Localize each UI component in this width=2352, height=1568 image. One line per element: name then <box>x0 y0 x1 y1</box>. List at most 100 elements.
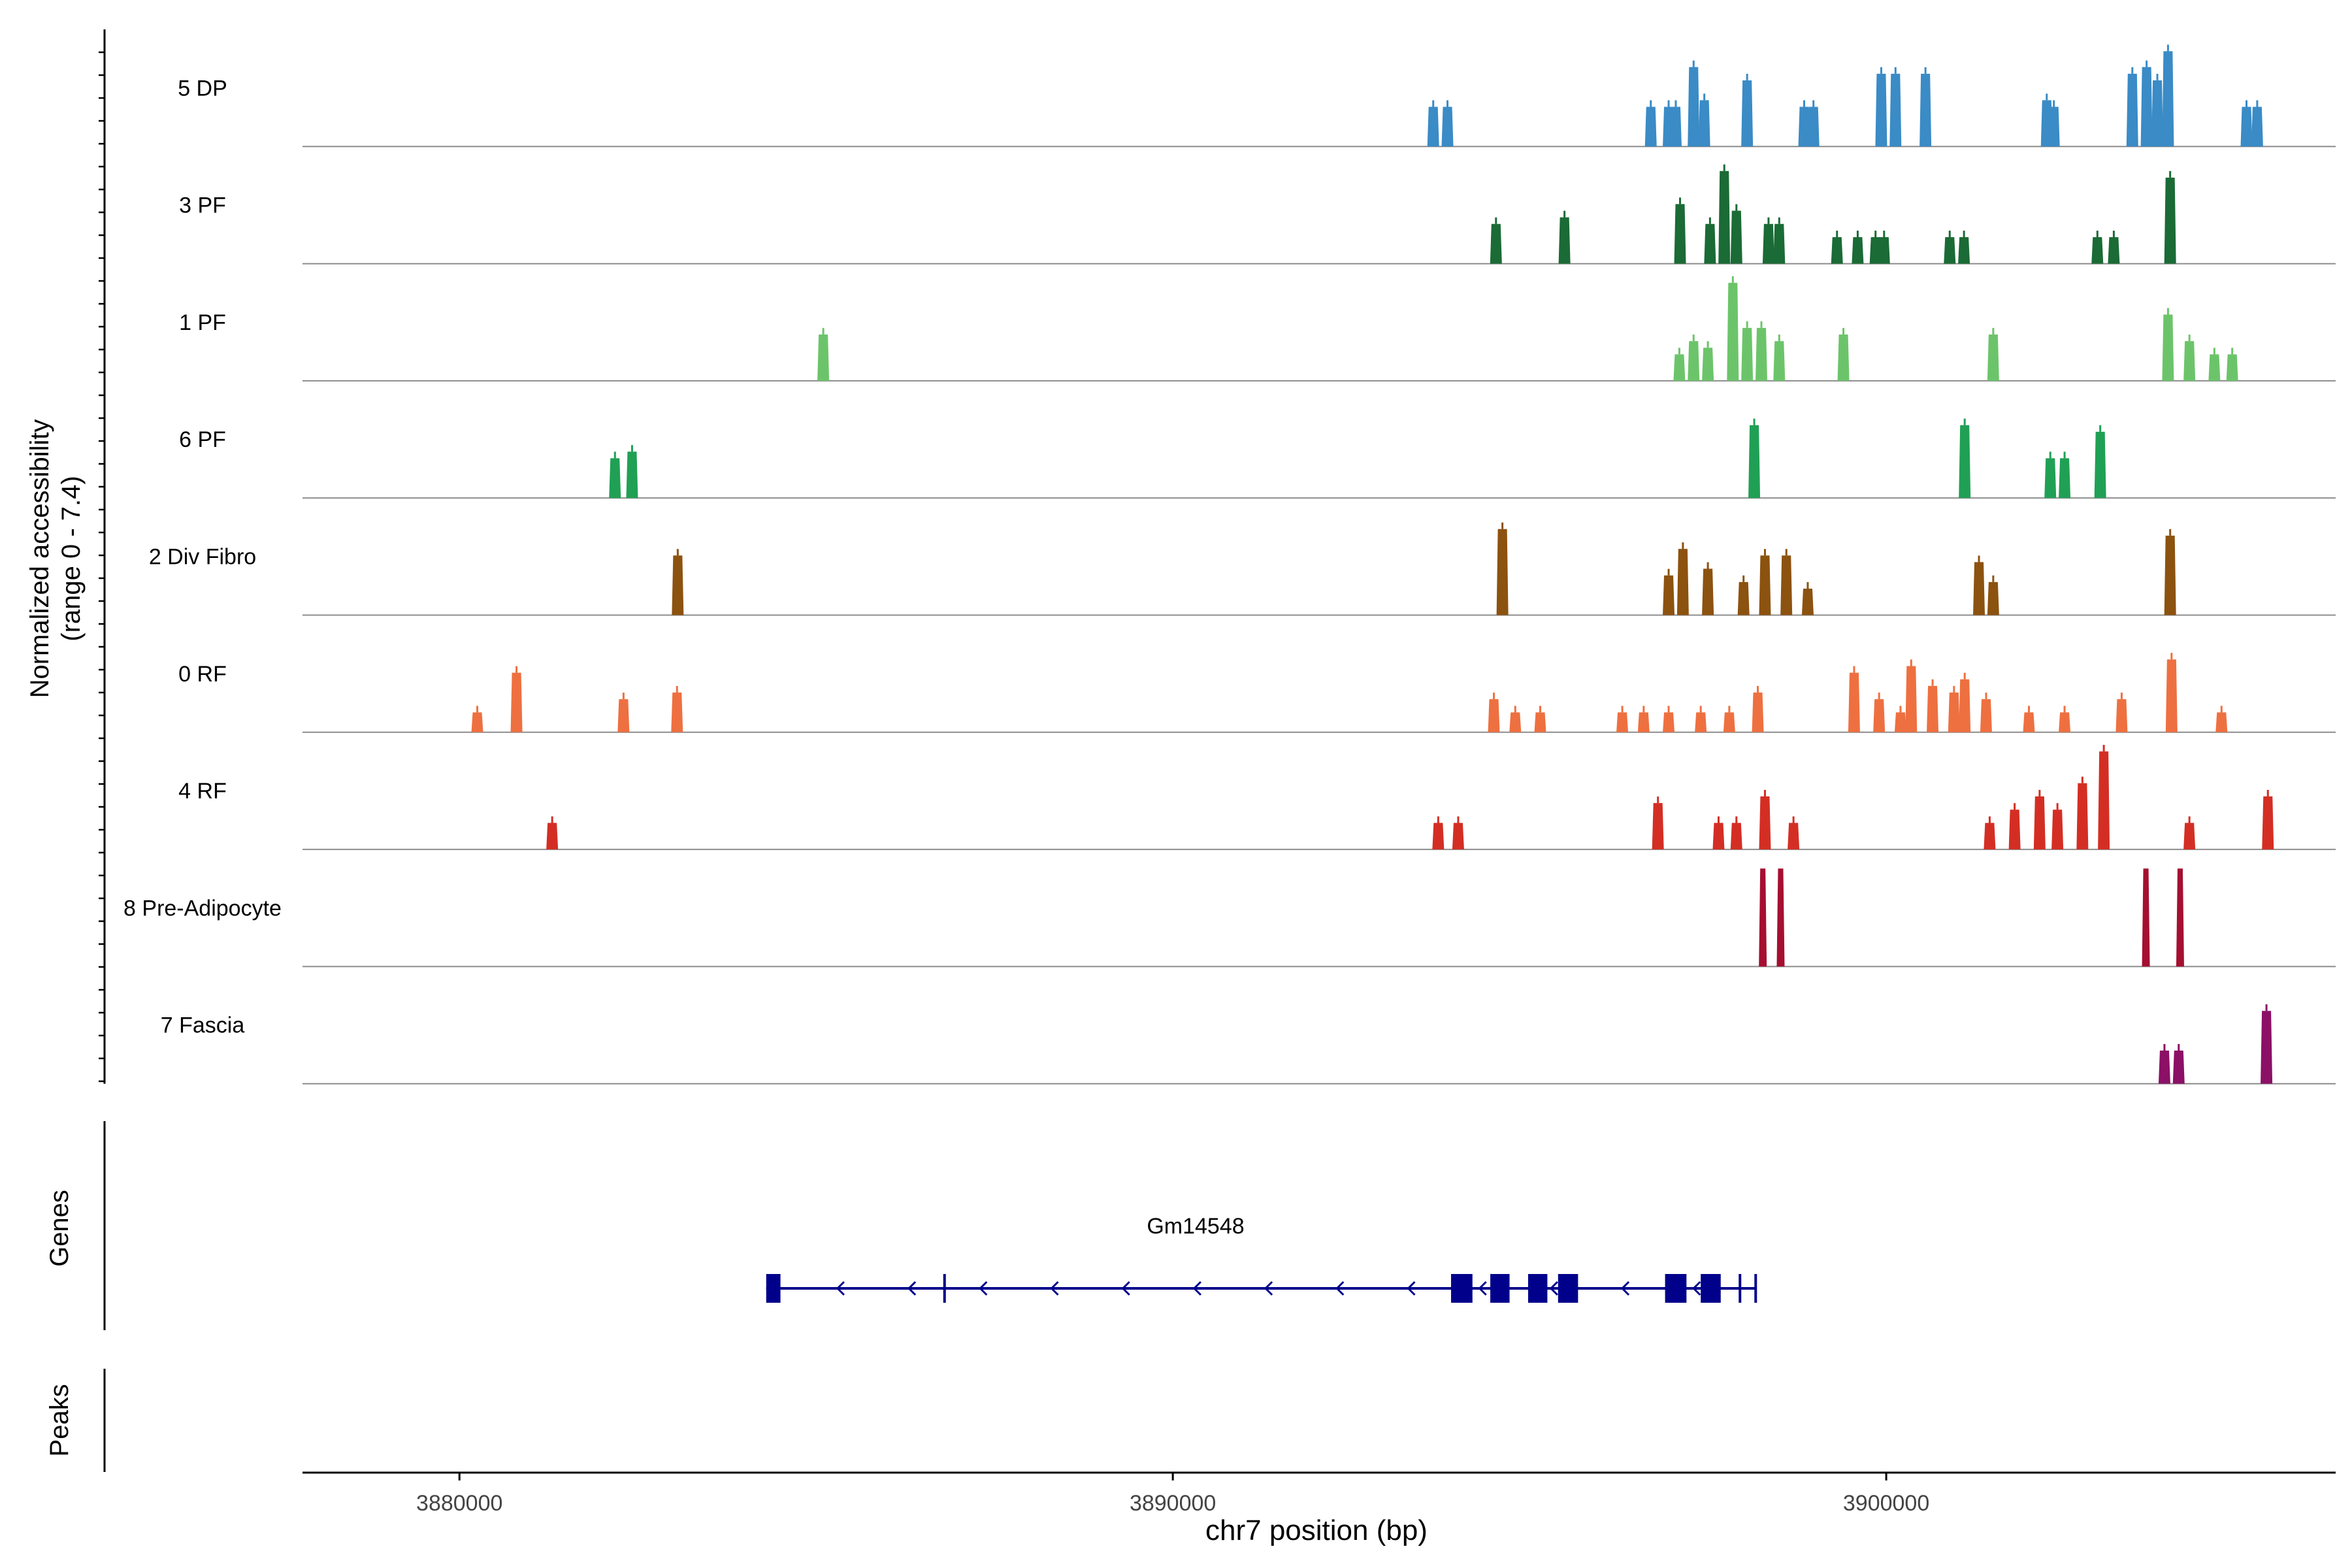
coverage-peak-spike <box>2188 335 2191 342</box>
coverage-peak-spike <box>2246 100 2248 107</box>
gene-exon <box>1558 1274 1578 1303</box>
coverage-peak <box>2162 51 2174 147</box>
coverage-tracks: 5 DP 3 PF 1 PF 6 PF 2 Div Fibro 0 RF 4 RF 8 Pre… <box>123 44 2336 1085</box>
coverage-peak <box>1919 73 1932 147</box>
coverage-peak <box>2251 106 2263 147</box>
track-label: 1 PF <box>179 310 226 335</box>
coverage-peak <box>1905 666 1918 732</box>
coverage-peak <box>1773 341 1786 381</box>
coverage-peak-spike <box>1514 706 1516 713</box>
coverage-peak <box>2044 458 2057 498</box>
coverage-peak-spike <box>1728 706 1731 713</box>
coverage-peak <box>1801 588 1814 615</box>
coverage-peak <box>1452 823 1464 850</box>
coverage-peak <box>817 334 830 381</box>
coverage-peak <box>671 692 683 732</box>
coverage-peak <box>1752 692 1764 732</box>
coverage-peak-spike <box>2063 451 2066 459</box>
coverage-peak <box>1637 712 1650 732</box>
coverage-peak-spike <box>1457 816 1460 823</box>
coverage-peak <box>1848 672 1860 732</box>
coverage-peak <box>1496 529 1509 615</box>
coverage-peak-spike <box>613 451 616 459</box>
coverage-peak <box>1894 712 1906 732</box>
coverage-peak-spike <box>2266 790 2269 797</box>
coverage-peak-spike <box>1767 217 1770 224</box>
coverage-peak-spike <box>1778 217 1780 224</box>
coverage-peak <box>1730 823 1742 850</box>
coverage-peak <box>1652 803 1664 850</box>
track-6-pf: 6 PF <box>179 418 2336 499</box>
coverage-peak-spike <box>1678 348 1680 355</box>
coverage-peak <box>1759 868 1767 967</box>
coverage-peak-spike <box>1763 790 1766 797</box>
coverage-peak-spike <box>2063 706 2066 713</box>
coverage-peak <box>1704 223 1716 264</box>
track-1-pf: 1 PF <box>179 276 2336 382</box>
track-label: 3 PF <box>179 193 226 218</box>
coverage-peak-spike <box>1657 796 1659 804</box>
coverage-peak-spike <box>1778 335 1780 342</box>
coverage-peak-spike <box>1988 816 1991 823</box>
coverage-peak <box>1558 217 1571 264</box>
coverage-peak <box>2140 67 2153 147</box>
coverage-peak-spike <box>2056 803 2059 810</box>
coverage-peak <box>1488 699 1500 732</box>
track-3-pf: 3 PF <box>179 164 2336 265</box>
coverage-peak-spike <box>2112 231 2115 238</box>
coverage-peak-spike <box>2049 451 2051 459</box>
track-4-rf: 4 RF <box>178 745 2336 851</box>
coverage-peak <box>1723 712 1735 732</box>
gene-strand-arrow <box>836 1281 845 1296</box>
coverage-peak <box>1663 712 1675 732</box>
coverage-peak <box>2048 106 2060 147</box>
coverage-peak-spike <box>1985 693 1987 700</box>
coverage-peak <box>609 458 621 498</box>
coverage-peak-spike <box>1746 73 1748 80</box>
coverage-peak <box>1959 679 1971 732</box>
coverage-peak <box>471 712 483 732</box>
coverage-peak <box>2051 809 2064 850</box>
coverage-peak <box>1948 692 1960 732</box>
track-label: 0 RF <box>178 662 227 687</box>
coverage-peak <box>2240 106 2253 147</box>
coverage-peak-spike <box>1703 93 1706 101</box>
coverage-peak <box>1889 73 1902 147</box>
gene-strand-arrow <box>1192 1281 1201 1296</box>
coverage-peak-spike <box>1667 100 1670 107</box>
genes-track-label: Genes <box>45 1190 74 1267</box>
coverage-peak-spike <box>2178 1044 2180 1051</box>
coverage-peak <box>1669 106 1682 147</box>
coverage-peak <box>2023 712 2035 732</box>
gene-strand-arrow <box>1407 1281 1416 1296</box>
gene-name-label: Gm14548 <box>1147 1214 1244 1239</box>
coverage-peak <box>2151 80 2164 147</box>
coverage-peak-spike <box>1539 706 1541 713</box>
coverage-peak-spike <box>1812 100 1815 107</box>
coverage-peak <box>1987 334 1999 381</box>
coverage-peak <box>2172 1051 2185 1084</box>
coverage-peak-spike <box>1963 231 1965 238</box>
gene-strand-arrow <box>1692 1281 1701 1296</box>
coverage-peak-spike <box>1803 100 1806 107</box>
coverage-peak <box>2262 796 2274 850</box>
coverage-peak <box>1616 712 1629 732</box>
coverage-peak-spike <box>2220 706 2223 713</box>
coverage-peak <box>1980 699 1992 732</box>
track-5-dp: 5 DP <box>178 44 2336 148</box>
coverage-peak <box>1773 223 1786 264</box>
coverage-peak-spike <box>2169 529 2172 536</box>
coverage-peak-spike <box>2120 693 2123 700</box>
gene-exon <box>1451 1274 1473 1303</box>
coverage-peak-spike <box>1742 575 1745 582</box>
coverage-peak <box>1730 210 1742 264</box>
gene-strand-arrow <box>1335 1281 1345 1296</box>
coverage-peak-spike <box>1650 100 1652 107</box>
coverage-peak-spike <box>2256 100 2259 107</box>
coverage-peak-spike <box>1723 164 1725 171</box>
coverage-peak-spike <box>2146 60 2148 67</box>
coverage-peak <box>1509 712 1522 732</box>
coverage-peak-spike <box>1682 542 1684 549</box>
coverage-peak-spike <box>1432 100 1435 107</box>
